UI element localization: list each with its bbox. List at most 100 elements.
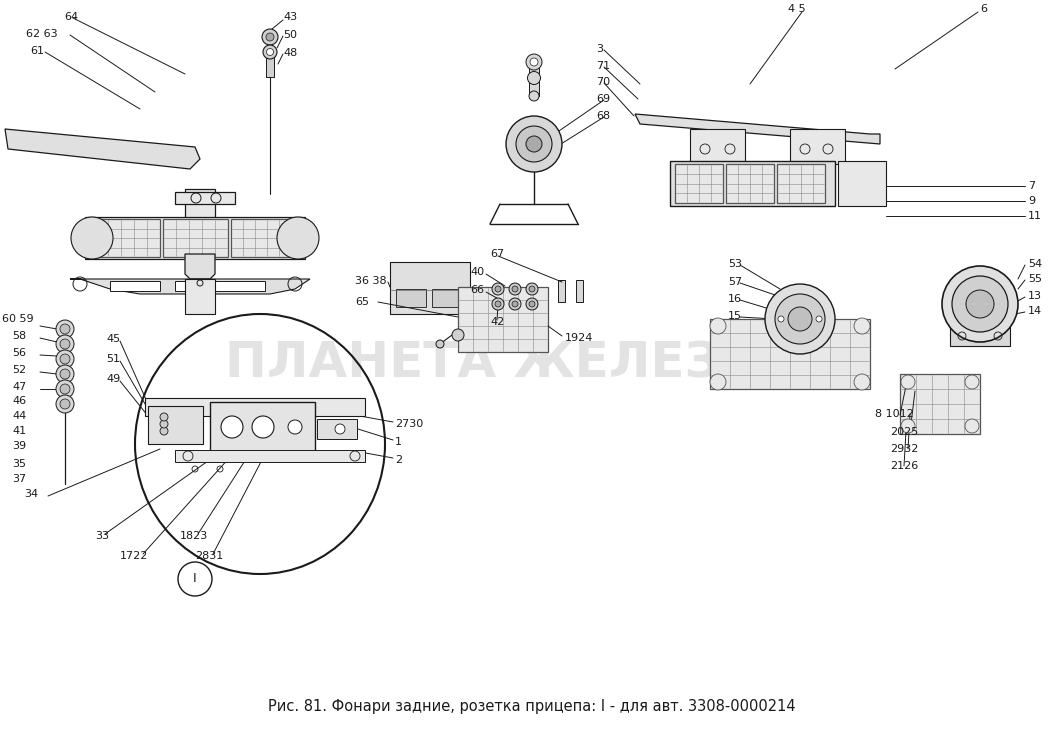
Bar xyxy=(231,219,290,257)
Circle shape xyxy=(56,395,74,413)
Circle shape xyxy=(526,298,538,310)
Circle shape xyxy=(529,301,535,307)
Circle shape xyxy=(506,116,562,172)
Polygon shape xyxy=(185,189,215,254)
Bar xyxy=(950,326,1010,346)
Circle shape xyxy=(942,266,1018,342)
Text: 66: 66 xyxy=(470,285,484,295)
Text: 52: 52 xyxy=(12,365,27,375)
Bar xyxy=(95,219,160,257)
Bar xyxy=(710,319,870,389)
Circle shape xyxy=(160,413,168,421)
Bar xyxy=(529,66,539,96)
Circle shape xyxy=(288,420,302,434)
Text: 2025: 2025 xyxy=(890,427,918,437)
Circle shape xyxy=(277,217,319,259)
Circle shape xyxy=(526,136,542,152)
Bar xyxy=(838,161,886,206)
Circle shape xyxy=(492,298,504,310)
Text: 64: 64 xyxy=(64,12,78,22)
Circle shape xyxy=(516,126,552,162)
Text: 37: 37 xyxy=(12,474,27,484)
Circle shape xyxy=(710,374,726,390)
Circle shape xyxy=(262,29,278,45)
Circle shape xyxy=(71,217,113,259)
Circle shape xyxy=(266,48,273,56)
Bar xyxy=(266,55,275,77)
Circle shape xyxy=(263,45,277,59)
Circle shape xyxy=(854,374,870,390)
Bar xyxy=(174,281,265,291)
Text: 47: 47 xyxy=(12,382,27,392)
Circle shape xyxy=(966,290,994,318)
Text: 68: 68 xyxy=(596,111,610,121)
Polygon shape xyxy=(185,279,215,314)
Bar xyxy=(148,406,203,444)
Polygon shape xyxy=(85,217,305,259)
Circle shape xyxy=(710,318,726,334)
Bar xyxy=(900,374,980,434)
Bar xyxy=(432,289,462,307)
Circle shape xyxy=(178,562,212,596)
Text: 6: 6 xyxy=(980,4,987,14)
Text: 35: 35 xyxy=(12,459,26,469)
Circle shape xyxy=(965,375,979,389)
Circle shape xyxy=(60,369,70,379)
Text: 71: 71 xyxy=(596,61,610,71)
Circle shape xyxy=(509,283,521,295)
Circle shape xyxy=(854,318,870,334)
Text: 41: 41 xyxy=(12,426,27,436)
Circle shape xyxy=(60,324,70,334)
Bar xyxy=(558,280,565,302)
Circle shape xyxy=(452,329,464,341)
Text: 8 1012: 8 1012 xyxy=(875,409,914,419)
Text: 61: 61 xyxy=(30,46,44,56)
Circle shape xyxy=(60,399,70,409)
Bar xyxy=(726,164,774,203)
Circle shape xyxy=(60,354,70,364)
Circle shape xyxy=(266,33,275,41)
Text: 13: 13 xyxy=(1028,291,1042,301)
Text: 55: 55 xyxy=(1028,274,1042,284)
Circle shape xyxy=(528,71,541,84)
Text: 1: 1 xyxy=(395,437,402,447)
Bar xyxy=(813,312,825,326)
Text: 45: 45 xyxy=(106,334,120,344)
Circle shape xyxy=(816,316,822,322)
Circle shape xyxy=(56,335,74,353)
Circle shape xyxy=(492,283,504,295)
Bar xyxy=(841,164,883,203)
Circle shape xyxy=(788,307,812,331)
Text: 3: 3 xyxy=(596,44,603,54)
Text: Рис. 81. Фонари задние, розетка прицепа: I - для авт. 3308-0000214: Рис. 81. Фонари задние, розетка прицепа:… xyxy=(268,699,796,713)
Circle shape xyxy=(160,420,168,428)
Bar xyxy=(675,164,724,203)
Polygon shape xyxy=(70,279,310,294)
Circle shape xyxy=(529,91,539,101)
Text: 49: 49 xyxy=(106,374,120,384)
Circle shape xyxy=(765,284,835,354)
Bar xyxy=(777,164,825,203)
Circle shape xyxy=(335,424,345,434)
Circle shape xyxy=(529,286,535,292)
Text: 50: 50 xyxy=(283,30,297,40)
Text: 2: 2 xyxy=(395,455,402,465)
Circle shape xyxy=(56,380,74,398)
Bar xyxy=(510,139,520,149)
Bar xyxy=(396,289,426,307)
Bar xyxy=(775,312,787,326)
Bar xyxy=(390,262,470,314)
Text: 1823: 1823 xyxy=(180,531,209,541)
Bar xyxy=(163,219,228,257)
Text: 46: 46 xyxy=(12,396,27,406)
Bar xyxy=(689,129,745,164)
Circle shape xyxy=(436,340,444,348)
Circle shape xyxy=(56,350,74,368)
Text: 33: 33 xyxy=(95,531,109,541)
Text: I: I xyxy=(194,573,197,586)
Text: 16: 16 xyxy=(728,294,742,304)
Text: 44: 44 xyxy=(12,411,27,421)
Bar xyxy=(670,161,835,206)
Bar xyxy=(458,287,548,352)
Text: 14: 14 xyxy=(1028,306,1042,316)
